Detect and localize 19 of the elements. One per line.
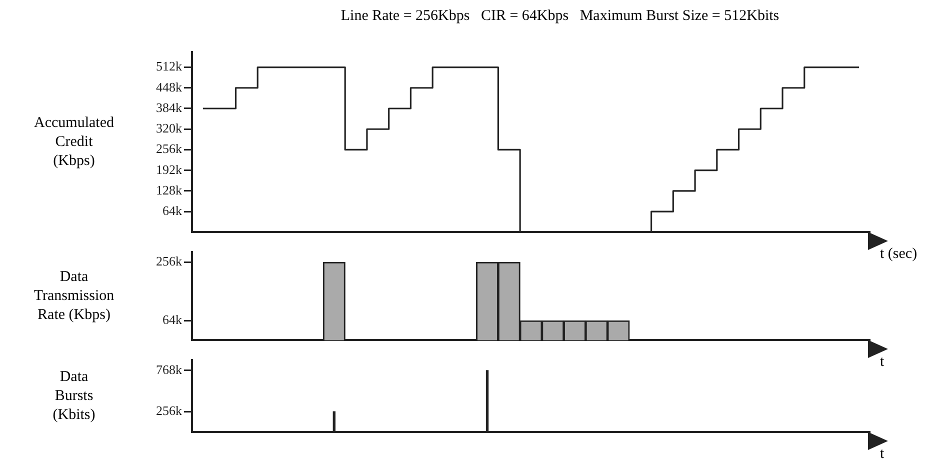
y-tick-label: 768k bbox=[156, 362, 182, 377]
y-axis-title: Data Bursts (Kbits) bbox=[52, 368, 96, 424]
y-tick-label: 256k bbox=[156, 403, 182, 418]
x-axis-title: t bbox=[880, 446, 884, 463]
y-tick-label: 384k bbox=[156, 100, 182, 115]
y-tick-label: 64k bbox=[162, 203, 182, 218]
y-tick-label: 192k bbox=[156, 162, 182, 177]
y-tick-label: 256k bbox=[156, 254, 182, 269]
y-tick-label: 512k bbox=[156, 58, 182, 74]
y-tick-label: 128k bbox=[156, 182, 182, 198]
x-axis-title: t (sec) bbox=[880, 246, 918, 263]
x-axis-title: t bbox=[880, 354, 884, 371]
chart-title: Line Rate = 256Kbps CIR = 64Kbps Maximum Burst Size = 512Kbits bbox=[340, 8, 780, 25]
y-tick-label: 320k bbox=[156, 120, 182, 136]
y-tick-label: 64k bbox=[162, 312, 182, 328]
y-tick-label: 256k bbox=[156, 141, 182, 156]
y-axis-title: Data Transmission Rate (Kbps) bbox=[34, 268, 114, 324]
y-tick-label: 448k bbox=[156, 79, 182, 94]
y-axis-title: Accumulated Credit (Kbps) bbox=[34, 114, 114, 170]
